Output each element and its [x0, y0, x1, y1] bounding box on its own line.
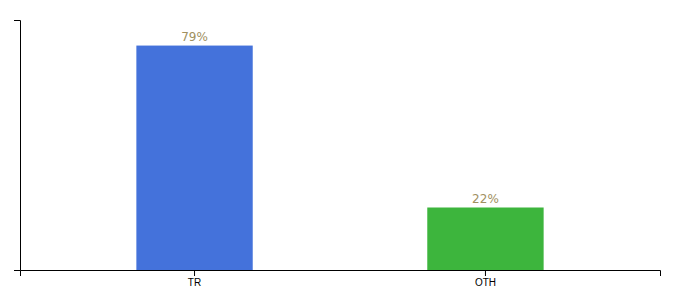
y-axis-line: [14, 21, 21, 271]
x-tick-label: OTH: [475, 277, 496, 288]
plot: TR OTH 79% 22%: [14, 21, 661, 289]
x-tick-line: [194, 270, 195, 276]
chart: TR OTH 79% 22%: [0, 0, 680, 300]
bars: [136, 46, 543, 270]
x-axis-line: [21, 271, 661, 277]
data-label: 79%: [181, 30, 208, 44]
bar: [427, 208, 543, 271]
data-label: 22%: [472, 192, 499, 206]
x-tick-label: TR: [188, 277, 201, 288]
data-labels: 79% 22%: [181, 30, 499, 206]
x-tick: TR: [188, 270, 201, 288]
bar: [136, 46, 252, 270]
x-tick: OTH: [475, 270, 496, 288]
x-axis: TR OTH: [21, 270, 661, 288]
y-axis: [14, 21, 21, 271]
x-tick-line: [485, 270, 486, 276]
